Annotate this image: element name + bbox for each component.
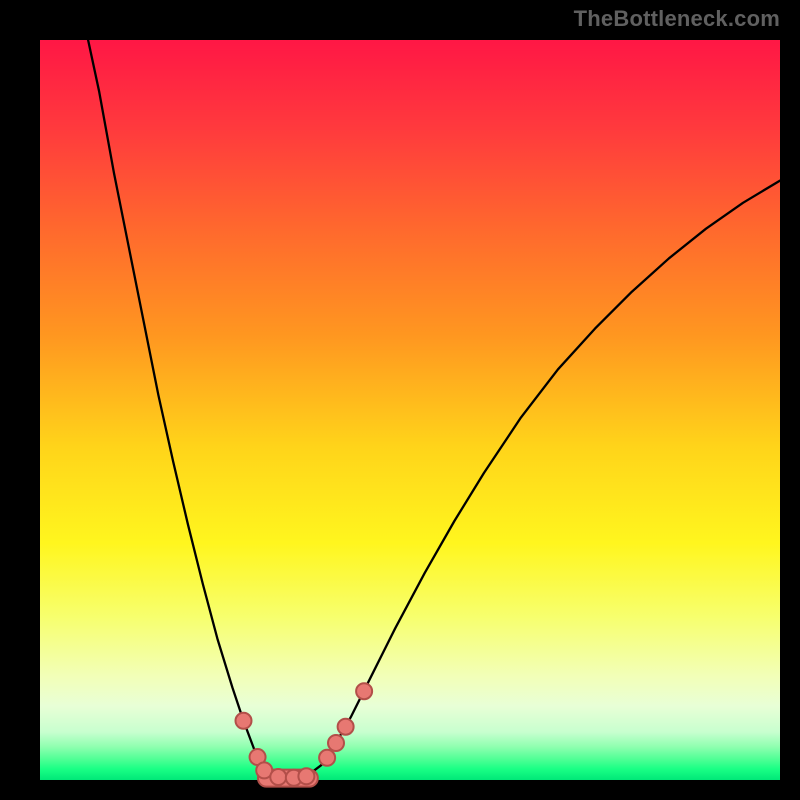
data-marker	[328, 735, 344, 751]
data-marker	[356, 683, 372, 699]
chart-container: TheBottleneck.com	[0, 0, 800, 800]
data-marker	[270, 769, 286, 785]
watermark-text: TheBottleneck.com	[574, 6, 780, 32]
data-marker	[236, 713, 252, 729]
chart-svg	[0, 0, 800, 800]
data-marker	[319, 750, 335, 766]
data-marker	[338, 719, 354, 735]
gradient-background	[40, 40, 780, 780]
data-marker	[298, 768, 314, 784]
